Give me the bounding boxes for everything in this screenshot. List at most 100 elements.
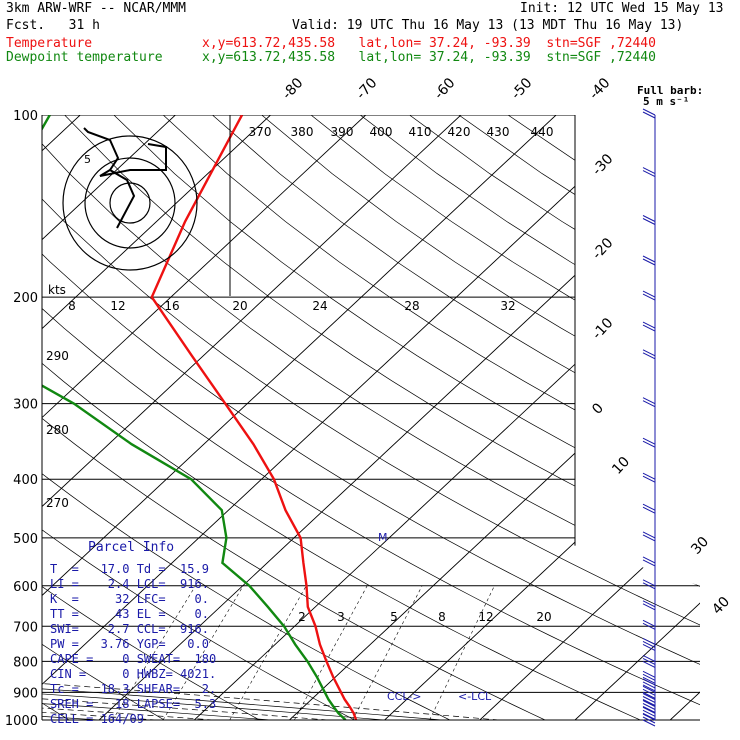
wind-barb [642, 167, 656, 178]
wind-barb [642, 713, 656, 727]
pressure-tick-label: 100 [13, 109, 38, 124]
wind-barb [642, 108, 656, 119]
dewpoint-location: x,y=613.72,435.58 lat,lon= 37.24, -93.39… [202, 50, 656, 65]
isotherm-line [479, 115, 700, 720]
hodograph-speed-label: 16 [164, 299, 179, 313]
parcel-row: CELL = 164/09 [50, 712, 144, 726]
mixing-ratio-label: 5 [390, 610, 398, 624]
dry-adiabat-line [42, 115, 641, 720]
parcel-row: SREH = 18 LAPSE= 5.3 [50, 697, 217, 711]
isotherm-tick-label: -20 [589, 235, 616, 263]
wind-barb [642, 700, 656, 713]
theta-label: 390 [331, 125, 354, 139]
dry-adiabat-line [212, 115, 700, 720]
parcel-row: CIN = 0 HWBZ= 4021. [50, 667, 217, 681]
pressure-tick-label: 400 [13, 473, 38, 488]
mixing-ratio-line [229, 585, 307, 720]
wind-barb [642, 349, 656, 360]
mixing-ratio-line [352, 585, 423, 720]
dry-adiabat-line [359, 115, 700, 720]
temperature-location: x,y=613.72,435.58 lat,lon= 37.24, -93.39… [202, 36, 656, 51]
theta-side-label: 280 [46, 423, 69, 437]
barb-legend-units: 5 m s⁻¹ [643, 95, 690, 108]
theta-label: 430 [487, 125, 510, 139]
hodograph-units-label: kts [48, 283, 66, 297]
isotherm-tick-label: 0 [589, 400, 607, 417]
hodograph-speed-label: 8 [68, 299, 76, 313]
parcel-row: CAPE = 0 SWEAT= 180 [50, 652, 217, 666]
lcl-label: <-LCL [458, 690, 492, 703]
parcel-row: TT = 43 EL = 0. [50, 607, 209, 621]
hodograph-speed-label: 12 [110, 299, 125, 313]
dewpoint-legend: Dewpoint temperature [6, 50, 163, 65]
wind-barb [642, 255, 656, 266]
model-title: 3km ARW-WRF -- NCAR/MMM [6, 1, 187, 16]
parcel-row: SWI= 2.7 CCL= 916. [50, 622, 209, 636]
isotherm-tick-label: 10 [609, 454, 633, 478]
moist-adiabat-line [42, 644, 499, 720]
isotherm-line [42, 115, 557, 720]
theta-label: 440 [531, 125, 554, 139]
wind-barb [642, 670, 656, 684]
wind-barb [642, 472, 656, 483]
dry-adiabat-line [64, 115, 700, 720]
theta-side-label: 290 [46, 349, 69, 363]
mixing-ratio-label: 12 [478, 610, 493, 624]
dry-adiabat-line [42, 115, 700, 720]
wind-barb [642, 437, 656, 448]
dry-adiabat-line [42, 115, 260, 720]
dewpoint-trace [42, 115, 347, 720]
dry-adiabat-line [42, 115, 700, 720]
theta-label: 370 [249, 125, 272, 139]
barb-legend-title: Full barb: [637, 84, 704, 97]
hodograph-speed-label: 24 [312, 299, 327, 313]
pressure-tick-label: 900 [13, 686, 38, 701]
theta-label: 420 [448, 125, 471, 139]
isotherm-line [574, 115, 700, 720]
wind-barb [642, 503, 656, 514]
dry-adiabat-line [42, 115, 700, 720]
isotherm-tick-label: 30 [688, 534, 712, 558]
mixing-ratio-label: 8 [438, 610, 446, 624]
hodograph-ring [62, 135, 198, 271]
parcel-info-title: Parcel Info [88, 540, 175, 555]
mixing-ratio-label: 2 [298, 610, 306, 624]
init-time: Init: 12 UTC Wed 15 May 13 [520, 1, 724, 16]
wind-barb [642, 531, 656, 542]
wind-barb [642, 619, 656, 630]
hodograph-ring [109, 182, 151, 224]
parcel-row: LI = 2.4 LCL= 916. [50, 577, 209, 591]
temperature-trace [150, 115, 358, 720]
dry-adiabat-line [162, 115, 700, 720]
isotherm-tick-label: -70 [353, 75, 380, 103]
isotherm-line [42, 115, 462, 720]
isotherm-tick-label: -40 [586, 75, 613, 103]
hodograph-speed-label: 20 [232, 299, 247, 313]
dry-adiabat-line [261, 115, 700, 720]
parcel-row: K = 32 LFC= 0. [50, 592, 209, 606]
isotherm-tick-label: -80 [279, 75, 306, 103]
isotherm-tick-label: -60 [431, 75, 458, 103]
forecast-hour: Fcst. 31 h [6, 18, 100, 33]
mixing-ratio-label: 20 [536, 610, 551, 624]
moist-adiabat-line [42, 661, 328, 720]
wind-barb [642, 600, 656, 611]
hodograph-ring [84, 157, 176, 249]
isotherm-line [669, 115, 700, 720]
pressure-tick-label: 800 [13, 655, 38, 670]
wind-barb [642, 579, 656, 590]
pressure-tick-label: 200 [13, 291, 38, 306]
isotherm-tick-label: -30 [589, 151, 616, 179]
mixing-ratio-label: 3 [337, 610, 345, 624]
pressure-tick-label: 700 [13, 620, 38, 635]
isotherm-tick-label: -10 [589, 315, 616, 343]
isotherm-line [42, 115, 652, 720]
theta-label: 410 [409, 125, 432, 139]
valid-time: Valid: 19 UTC Thu 16 May 13 (13 MDT Thu … [292, 18, 684, 33]
temperature-legend: Temperature [6, 36, 93, 51]
theta-side-label: 270 [46, 496, 69, 510]
wind-barb [642, 397, 656, 408]
pressure-tick-label: 600 [13, 580, 38, 595]
pressure-tick-label: 300 [13, 398, 38, 413]
dry-adiabat-line [113, 115, 700, 720]
